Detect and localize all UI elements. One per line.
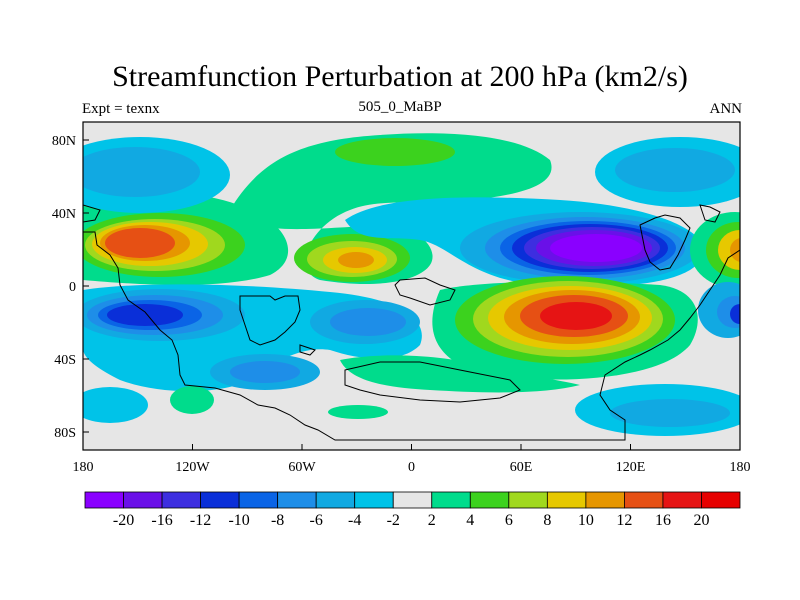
x-tick-label: 0 [408, 460, 415, 475]
field-north-band-positive [230, 133, 552, 285]
colorbar-label: -16 [151, 512, 172, 529]
colorbar-label: 2 [428, 512, 436, 529]
field-southern-ocean-negative [83, 282, 740, 436]
colorbar-box [161, 491, 201, 509]
colorbar-label: 16 [655, 512, 671, 529]
colorbar-box [238, 491, 279, 509]
colorbar-box [624, 491, 664, 509]
colorbar-label: -12 [190, 512, 211, 529]
streamfunction-field [83, 122, 740, 450]
tick-marks [82, 139, 741, 450]
x-tick-label: 60W [288, 460, 316, 475]
colorbar-box [546, 491, 587, 509]
colorbar-box [431, 491, 471, 509]
colorbar-label: -20 [113, 512, 134, 529]
field-east-pacific-positive [690, 212, 740, 288]
colorbar-box [585, 491, 625, 509]
x-tick-label: 180 [73, 460, 94, 475]
colorbar-label: -10 [228, 512, 249, 529]
colorbar-labels: -20 -16 -12 -10 -8 -6 -4 -2 2 4 6 8 10 12 16 20 [113, 512, 710, 529]
field-asia-negative [345, 197, 705, 287]
period-label: 505_0_MaBP [358, 99, 442, 115]
colorbar-box [315, 491, 356, 509]
colorbar [84, 491, 741, 509]
x-tick-label: 180 [730, 460, 751, 475]
season-label: ANN [709, 101, 743, 117]
x-tick-label: 120E [616, 460, 646, 475]
x-tick-label: 60E [510, 460, 533, 475]
colorbar-label: 4 [466, 512, 474, 529]
field-arctic-negative [83, 137, 740, 213]
colorbar-label: 8 [543, 512, 551, 529]
plot-title: Streamfunction Perturbation at 200 hPa (… [112, 60, 688, 93]
colorbar-box [354, 491, 394, 509]
field-south-pacific-negative [83, 284, 422, 392]
y-tick-label: 80N [52, 134, 76, 149]
y-tick-label: 0 [69, 280, 76, 295]
colorbar-label: 12 [616, 512, 632, 529]
experiment-label: Expt = texnx [82, 101, 160, 117]
field-south-band-positive [170, 355, 580, 419]
colorbar-box [662, 491, 702, 509]
x-tick-label: 120W [175, 460, 210, 475]
y-tick-label: 80S [54, 426, 76, 441]
colorbar-box [469, 491, 510, 509]
colorbar-label: 20 [693, 512, 709, 529]
y-tick-label: 40S [54, 353, 76, 368]
colorbar-box [200, 491, 240, 509]
colorbar-box [123, 491, 163, 509]
colorbar-box [392, 491, 433, 509]
field-indian-ocean-positive [432, 276, 698, 380]
colorbar-box [277, 491, 317, 509]
colorbar-label: 10 [578, 512, 594, 529]
colorbar-box [701, 491, 741, 509]
colorbar-box [84, 491, 124, 509]
colorbar-label: -4 [348, 512, 361, 529]
colorbar-label: -2 [387, 512, 400, 529]
colorbar-label: -6 [310, 512, 323, 529]
y-tick-label: 40N [52, 207, 76, 222]
colorbar-label: 6 [505, 512, 513, 529]
colorbar-box [508, 491, 548, 509]
coastlines [83, 204, 740, 441]
colorbar-label: -8 [271, 512, 284, 529]
